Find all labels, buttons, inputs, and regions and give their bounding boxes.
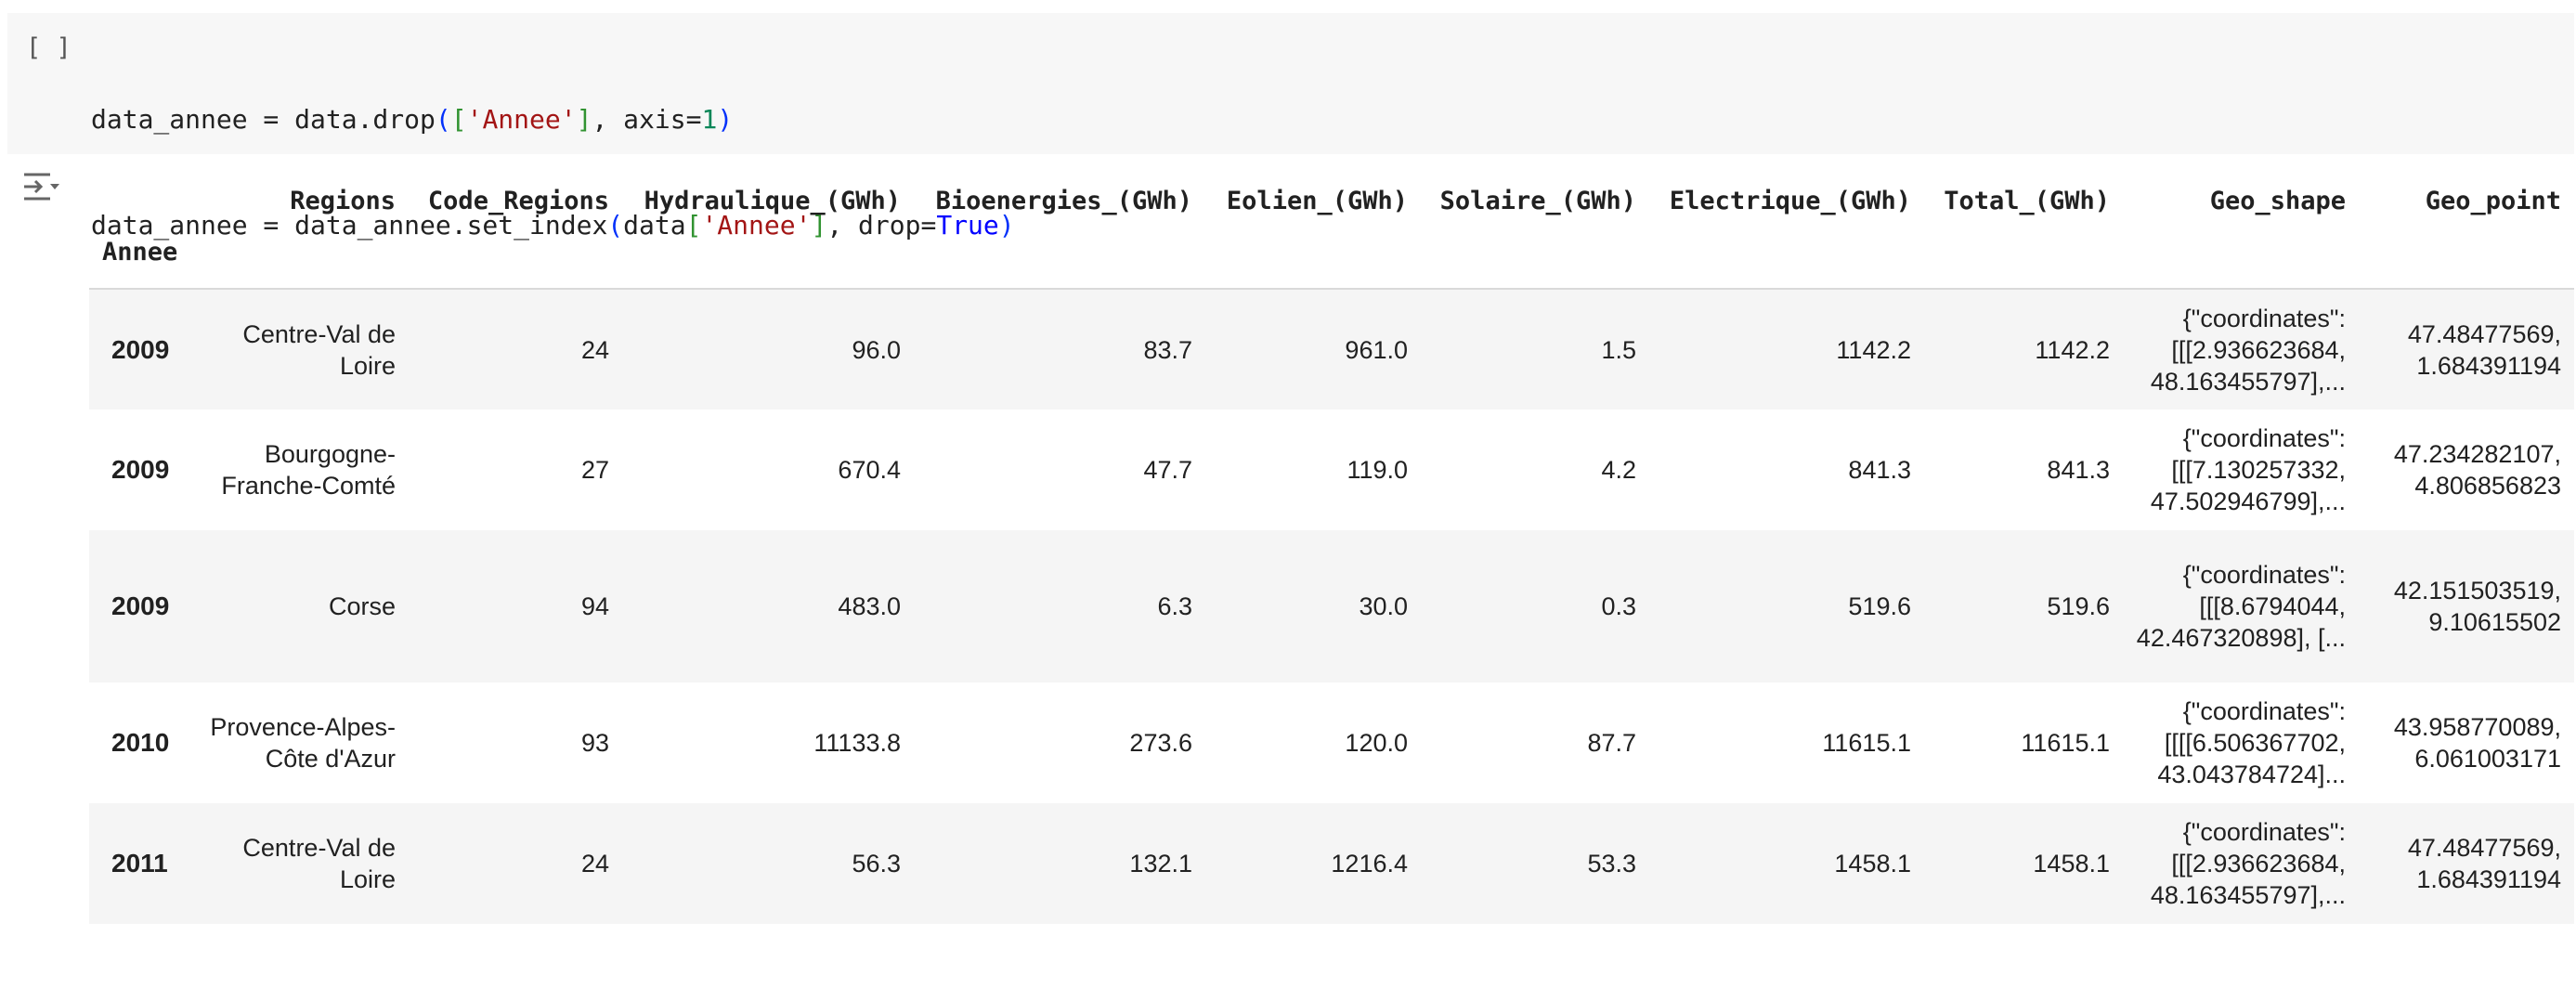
table-cell: {"coordinates": [[[2.936623684, 48.16345… — [2150, 304, 2346, 396]
table-cell: 11615.1 — [1822, 729, 1911, 757]
table-cell: 841.3 — [2047, 456, 2110, 484]
table-row: 2011 Centre-Val de Loire 24 56.3 132.1 1… — [89, 803, 2574, 924]
table-cell: 1.5 — [1601, 335, 1636, 364]
column-header: Hydraulique_(GWh) — [644, 186, 901, 215]
code-line-2: data_annee = data_annee.set_index(data['… — [91, 210, 1015, 240]
column-header: Geo_point — [2425, 186, 2561, 215]
table-cell: 42.151503519, 9.10615502 — [2393, 577, 2561, 636]
table-row: 2009 Corse 94 483.0 6.3 30.0 0.3 519.6 5… — [89, 530, 2574, 682]
table-cell: 6.3 — [1157, 592, 1192, 620]
row-index: 2011 — [111, 849, 168, 878]
row-index: 2009 — [111, 455, 170, 484]
table-cell: 30.0 — [1359, 592, 1408, 620]
row-index: 2009 — [111, 592, 170, 620]
row-index: 2010 — [111, 728, 170, 757]
cell-output: Regions Code_Regions Hydraulique_(GWh) B… — [89, 163, 2574, 924]
table-cell: 11133.8 — [813, 729, 901, 757]
table-cell: 670.4 — [838, 456, 901, 484]
table-cell: 47.234282107, 4.806856823 — [2393, 440, 2561, 500]
row-index: 2009 — [111, 334, 170, 364]
run-cell-button[interactable]: [ ] — [26, 33, 72, 62]
table-cell: 120.0 — [1345, 729, 1408, 757]
index-name-row: Annee — [89, 238, 2574, 290]
code-cell[interactable]: [ ] data_annee = data.drop(['Annee'], ax… — [7, 13, 2574, 346]
table-cell: 483.0 — [838, 592, 901, 620]
table-cell: 519.6 — [1848, 592, 1911, 620]
table-cell: 53.3 — [1587, 850, 1636, 878]
table-row: 2009 Centre-Val de Loire 24 96.0 83.7 96… — [89, 289, 2574, 410]
table-cell: 94 — [580, 592, 609, 620]
table-row: 2010 Provence-Alpes-Côte d'Azur 93 11133… — [89, 682, 2574, 803]
table-cell: 132.1 — [1129, 850, 1192, 878]
table-cell: 519.6 — [2047, 592, 2110, 620]
table-cell: Provence-Alpes-Côte d'Azur — [210, 713, 396, 773]
table-cell: 11615.1 — [2021, 729, 2110, 757]
table-cell: 119.0 — [1347, 456, 1408, 484]
table-cell: Centre-Val de Loire — [242, 319, 396, 380]
table-cell: 56.3 — [852, 850, 901, 878]
column-header: Code_Regions — [427, 186, 609, 215]
table-cell: Centre-Val de Loire — [242, 834, 396, 893]
table-cell: 83.7 — [1143, 335, 1192, 364]
table-row: 2009 Bourgogne-Franche-Comté 27 670.4 47… — [89, 410, 2574, 530]
index-name: Annee — [89, 238, 193, 290]
table-cell: 96.0 — [852, 335, 901, 364]
code-line-1: data_annee = data.drop(['Annee'], axis=1… — [91, 104, 734, 135]
table-cell: 1458.1 — [2033, 850, 2110, 878]
table-cell: Corse — [328, 592, 396, 620]
table-cell: 43.958770089, 6.061003171 — [2393, 713, 2561, 773]
table-cell: 1216.4 — [1331, 850, 1408, 878]
table-cell: Bourgogne-Franche-Comté — [221, 440, 396, 500]
table-cell: 0.3 — [1601, 592, 1636, 620]
table-cell: 961.0 — [1345, 335, 1408, 364]
column-header: Geo_shape — [2209, 186, 2346, 215]
table-cell: 1142.2 — [2035, 335, 2110, 364]
table-cell: 24 — [580, 850, 609, 878]
table-cell: 47.7 — [1143, 456, 1192, 484]
table-cell: 273.6 — [1129, 729, 1192, 757]
table-cell: 93 — [580, 729, 609, 757]
table-cell: 27 — [580, 456, 609, 484]
header-row: Regions Code_Regions Hydraulique_(GWh) B… — [89, 163, 2574, 238]
code-editor[interactable]: data_annee = data.drop(['Annee'], axis=1… — [91, 32, 1015, 420]
table-cell: 47.48477569, 1.684391194 — [2407, 319, 2561, 380]
dataframe-table: Regions Code_Regions Hydraulique_(GWh) B… — [89, 163, 2574, 924]
column-header: Eolien_(GWh) — [1226, 186, 1408, 215]
column-header: Solaire_(GWh) — [1439, 186, 1636, 215]
output-options-icon[interactable] — [22, 171, 63, 202]
column-header: Regions — [290, 186, 396, 215]
table-cell: 47.48477569, 1.684391194 — [2407, 834, 2561, 893]
table-cell: 87.7 — [1587, 729, 1636, 757]
column-header: Bioenergies_(GWh) — [935, 186, 1192, 215]
table-cell: {"coordinates": [[[[6.506367702, 43.0437… — [2157, 697, 2346, 788]
column-header: Electrique_(GWh) — [1669, 186, 1911, 215]
table-cell: 1142.2 — [1836, 335, 1911, 364]
table-cell: 4.2 — [1601, 456, 1636, 484]
table-cell: {"coordinates": [[[2.936623684, 48.16345… — [2150, 818, 2346, 909]
column-header: Total_(GWh) — [1944, 186, 2110, 215]
table-cell: 24 — [580, 335, 609, 364]
table-cell: {"coordinates": [[[7.130257332, 47.50294… — [2150, 424, 2346, 515]
table-cell: 841.3 — [1848, 456, 1911, 484]
code-line-3: data_annee.head() — [91, 316, 358, 346]
table-cell: 1458.1 — [1834, 850, 1911, 878]
table-cell: {"coordinates": [[[8.6794044, 42.4673208… — [2136, 561, 2346, 652]
